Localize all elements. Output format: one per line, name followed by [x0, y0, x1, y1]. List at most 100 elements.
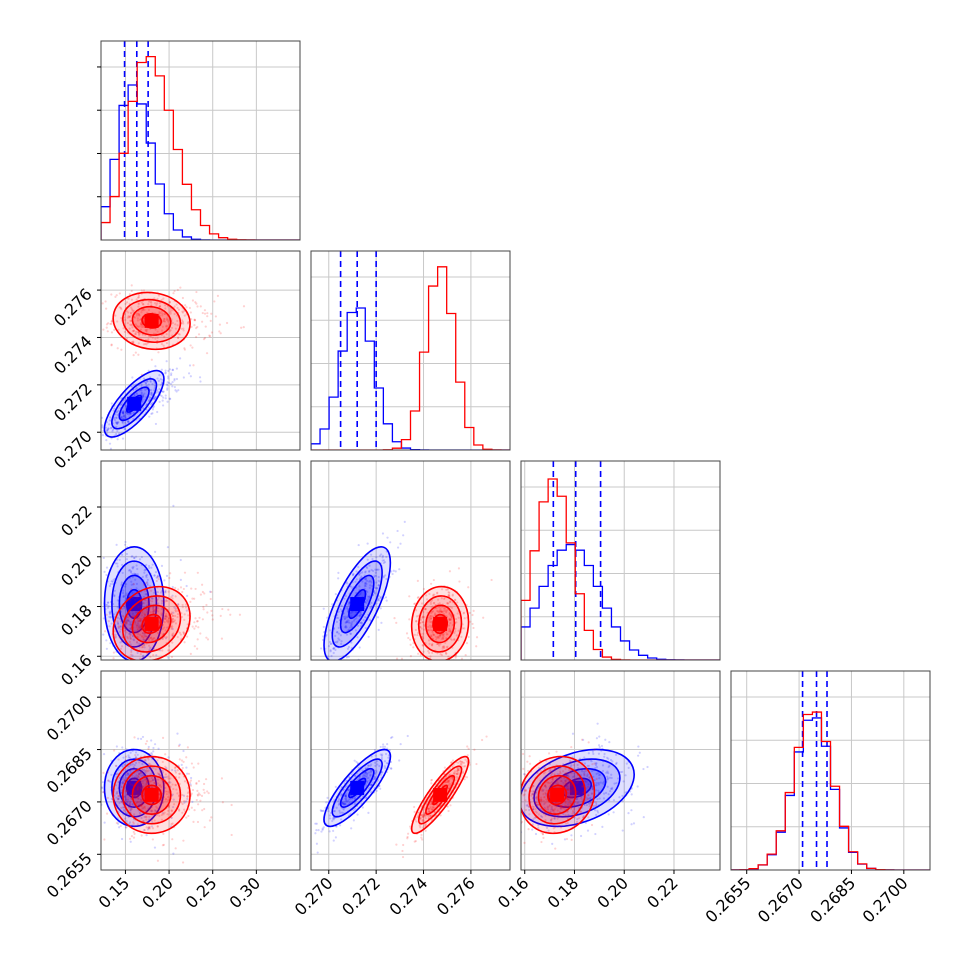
- sample-point: [152, 606, 155, 609]
- sample-point: [128, 623, 131, 626]
- sample-point: [171, 627, 174, 631]
- sample-point: [448, 780, 451, 783]
- sample-point: [125, 800, 128, 803]
- sample-point: [186, 322, 190, 325]
- sample-point: [143, 807, 147, 810]
- sample-point: [130, 580, 133, 583]
- sample-point: [168, 301, 171, 304]
- sample-point: [155, 579, 158, 583]
- sample-point: [165, 619, 169, 622]
- sample-point: [145, 652, 149, 655]
- sample-point: [442, 637, 445, 641]
- sample-point: [374, 761, 377, 764]
- sample-point: [445, 633, 448, 636]
- sample-point: [554, 805, 558, 808]
- sample-point: [121, 780, 125, 783]
- sample-point: [128, 806, 131, 809]
- sample-point: [171, 633, 174, 636]
- sample-point: [130, 588, 133, 591]
- sample-point: [171, 783, 174, 786]
- sample-point: [134, 351, 137, 354]
- sample-point: [377, 779, 380, 782]
- sample-point: [571, 732, 575, 735]
- sample-point: [188, 364, 192, 367]
- sample-point: [563, 838, 567, 841]
- sample-point: [573, 807, 576, 811]
- sample-point: [157, 773, 161, 776]
- sample-point: [144, 815, 147, 818]
- sample-point: [115, 764, 118, 768]
- sample-point: [170, 611, 173, 614]
- sample-point: [130, 631, 133, 634]
- sample-point: [445, 588, 448, 591]
- sample-point: [179, 286, 182, 289]
- panel-frame: [100, 250, 301, 451]
- sample-point: [157, 578, 160, 581]
- sample-point: [107, 779, 110, 782]
- histogram-blue: [521, 543, 720, 660]
- x-tick-label: 0.272: [338, 873, 384, 919]
- sample-point: [115, 411, 119, 414]
- sample-point: [110, 319, 113, 323]
- sample-point: [570, 745, 573, 749]
- sample-point: [149, 809, 153, 813]
- sample-point: [105, 307, 108, 310]
- sample-point: [120, 837, 124, 841]
- sample-point: [143, 569, 146, 572]
- sample-point: [531, 792, 534, 795]
- sample-point: [365, 774, 369, 778]
- sample-point: [367, 776, 370, 779]
- sample-point: [121, 591, 125, 595]
- sample-point: [144, 783, 147, 786]
- sample-point: [136, 776, 139, 780]
- sample-point: [590, 823, 594, 827]
- sample-point: [377, 568, 380, 571]
- sample-point: [166, 790, 169, 793]
- density-peak: [144, 787, 159, 802]
- sample-point: [164, 369, 167, 372]
- sample-point: [191, 346, 194, 349]
- sample-point: [429, 815, 432, 818]
- sample-point: [124, 795, 127, 798]
- sample-point: [587, 752, 590, 755]
- sample-point: [115, 416, 118, 419]
- sample-point: [179, 558, 182, 562]
- sample-point: [193, 627, 196, 630]
- sample-point: [445, 631, 448, 634]
- sample-point: [139, 804, 142, 807]
- sample-point: [427, 639, 431, 642]
- sample-point: [621, 794, 624, 797]
- sample-point: [193, 597, 196, 600]
- sample-point: [143, 778, 146, 781]
- sample-point: [169, 312, 172, 315]
- sample-point: [591, 769, 594, 773]
- sample-point: [151, 412, 154, 415]
- sample-point: [460, 760, 464, 763]
- sample-point: [123, 414, 126, 417]
- sample-point: [538, 785, 541, 788]
- sample-point: [140, 392, 143, 395]
- sample-point: [137, 796, 140, 800]
- sample-point: [591, 785, 594, 788]
- sample-point: [127, 774, 130, 777]
- sample-point: [566, 774, 569, 777]
- sample-point: [176, 613, 180, 616]
- sample-point: [609, 758, 613, 762]
- sample-point: [150, 597, 153, 600]
- sample-point: [199, 380, 202, 383]
- sample-point: [141, 333, 144, 336]
- sample-point: [125, 622, 128, 625]
- sample-point: [140, 373, 143, 376]
- sample-point: [364, 771, 368, 774]
- sample-point: [569, 801, 572, 805]
- sample-point: [581, 770, 584, 773]
- sample-point: [319, 809, 322, 812]
- sample-point: [581, 785, 584, 788]
- sample-point: [126, 321, 129, 325]
- sample-point: [457, 769, 461, 772]
- sample-point: [601, 769, 605, 773]
- sample-point: [545, 826, 549, 829]
- sample-point: [129, 763, 132, 767]
- sample-point: [421, 644, 425, 647]
- sample-point: [139, 629, 143, 632]
